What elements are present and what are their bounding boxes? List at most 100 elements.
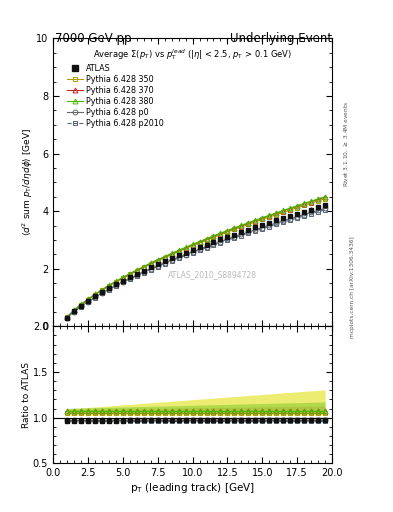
- Pythia 6.428 350: [225, 229, 230, 235]
- Line: Pythia 6.428 p0: Pythia 6.428 p0: [64, 206, 327, 321]
- X-axis label: p$_\mathrm{T}$ (leading track) [GeV]: p$_\mathrm{T}$ (leading track) [GeV]: [130, 481, 255, 495]
- Pythia 6.428 380: [211, 233, 216, 239]
- Pythia 6.428 p2010: [93, 294, 97, 301]
- Pythia 6.428 p0: [239, 231, 244, 238]
- Pythia 6.428 p2010: [127, 276, 132, 282]
- Pythia 6.428 380: [197, 239, 202, 245]
- Pythia 6.428 380: [149, 260, 153, 266]
- Pythia 6.428 370: [155, 257, 160, 263]
- Pythia 6.428 350: [246, 221, 251, 227]
- Pythia 6.428 p0: [120, 279, 125, 285]
- Pythia 6.428 380: [176, 247, 181, 253]
- Pythia 6.428 p0: [218, 239, 223, 245]
- Pythia 6.428 p0: [93, 294, 97, 300]
- Pythia 6.428 380: [225, 227, 230, 233]
- Pythia 6.428 p2010: [295, 215, 299, 221]
- Pythia 6.428 370: [93, 291, 97, 297]
- Text: 7000 GeV pp: 7000 GeV pp: [55, 32, 132, 45]
- Pythia 6.428 380: [246, 220, 251, 226]
- Pythia 6.428 370: [107, 283, 111, 289]
- Pythia 6.428 p0: [149, 266, 153, 272]
- Pythia 6.428 p2010: [99, 290, 104, 296]
- Pythia 6.428 p0: [155, 263, 160, 269]
- Pythia 6.428 380: [253, 217, 258, 223]
- Pythia 6.428 370: [316, 196, 321, 202]
- Line: Pythia 6.428 350: Pythia 6.428 350: [64, 196, 327, 319]
- Pythia 6.428 p2010: [309, 211, 314, 217]
- Pythia 6.428 p0: [169, 257, 174, 263]
- Pythia 6.428 370: [141, 264, 146, 270]
- Pythia 6.428 350: [316, 198, 321, 204]
- Pythia 6.428 380: [239, 222, 244, 228]
- Pythia 6.428 370: [225, 228, 230, 234]
- Pythia 6.428 p2010: [323, 207, 327, 213]
- Pythia 6.428 370: [288, 205, 292, 211]
- Pythia 6.428 350: [323, 196, 327, 202]
- Pythia 6.428 370: [72, 307, 76, 313]
- Pythia 6.428 350: [127, 271, 132, 278]
- Pythia 6.428 p0: [79, 304, 83, 310]
- Pythia 6.428 380: [107, 282, 111, 288]
- Pythia 6.428 380: [72, 307, 76, 313]
- Pythia 6.428 p2010: [281, 219, 286, 225]
- Pythia 6.428 p0: [64, 315, 70, 321]
- Pythia 6.428 p2010: [134, 273, 139, 279]
- Pythia 6.428 p2010: [267, 224, 272, 230]
- Pythia 6.428 p2010: [141, 269, 146, 275]
- Pythia 6.428 370: [309, 199, 314, 205]
- Pythia 6.428 370: [183, 245, 188, 251]
- Pythia 6.428 350: [134, 268, 139, 274]
- Pythia 6.428 380: [190, 241, 195, 247]
- Pythia 6.428 380: [267, 212, 272, 218]
- Pythia 6.428 p2010: [169, 258, 174, 264]
- Pythia 6.428 350: [295, 205, 299, 211]
- Pythia 6.428 370: [267, 212, 272, 219]
- Pythia 6.428 p0: [197, 246, 202, 252]
- Pythia 6.428 380: [218, 230, 223, 237]
- Pythia 6.428 350: [211, 234, 216, 241]
- Pythia 6.428 380: [316, 196, 321, 202]
- Pythia 6.428 350: [197, 240, 202, 246]
- Text: ATLAS_2010_S8894728: ATLAS_2010_S8894728: [167, 270, 257, 279]
- Pythia 6.428 p2010: [218, 240, 223, 246]
- Pythia 6.428 370: [79, 302, 83, 308]
- Pythia 6.428 370: [127, 271, 132, 277]
- Pythia 6.428 p2010: [79, 304, 83, 310]
- Pythia 6.428 p0: [141, 269, 146, 275]
- Pythia 6.428 370: [86, 296, 90, 303]
- Pythia 6.428 350: [260, 217, 265, 223]
- Pythia 6.428 380: [99, 287, 104, 293]
- Pythia 6.428 370: [197, 239, 202, 245]
- Pythia 6.428 350: [281, 209, 286, 216]
- Pythia 6.428 p0: [183, 251, 188, 258]
- Pythia 6.428 p2010: [225, 237, 230, 243]
- Pythia 6.428 380: [183, 244, 188, 250]
- Pythia 6.428 370: [232, 225, 237, 231]
- Pythia 6.428 p2010: [316, 209, 321, 215]
- Pythia 6.428 380: [302, 200, 307, 206]
- Pythia 6.428 p0: [309, 209, 314, 216]
- Pythia 6.428 380: [169, 250, 174, 257]
- Pythia 6.428 370: [211, 233, 216, 240]
- Pythia 6.428 380: [295, 203, 299, 209]
- Pythia 6.428 380: [288, 205, 292, 211]
- Pythia 6.428 p0: [253, 227, 258, 233]
- Pythia 6.428 370: [120, 274, 125, 281]
- Pythia 6.428 p0: [232, 234, 237, 240]
- Pythia 6.428 p0: [302, 211, 307, 218]
- Line: Pythia 6.428 370: Pythia 6.428 370: [64, 195, 327, 319]
- Pythia 6.428 370: [274, 210, 279, 217]
- Pythia 6.428 350: [99, 287, 104, 293]
- Pythia 6.428 p2010: [64, 315, 70, 321]
- Y-axis label: $\langle d^2$ sum $p_\mathrm{T}/d\eta d\phi\rangle$ [GeV]: $\langle d^2$ sum $p_\mathrm{T}/d\eta d\…: [20, 128, 35, 237]
- Pythia 6.428 p2010: [86, 299, 90, 305]
- Pythia 6.428 p0: [316, 207, 321, 214]
- Pythia 6.428 380: [309, 198, 314, 204]
- Pythia 6.428 p0: [176, 254, 181, 260]
- Pythia 6.428 p0: [295, 214, 299, 220]
- Pythia 6.428 p0: [99, 290, 104, 296]
- Pythia 6.428 p2010: [211, 242, 216, 248]
- Pythia 6.428 380: [162, 253, 167, 260]
- Pythia 6.428 350: [239, 224, 244, 230]
- Pythia 6.428 350: [309, 200, 314, 206]
